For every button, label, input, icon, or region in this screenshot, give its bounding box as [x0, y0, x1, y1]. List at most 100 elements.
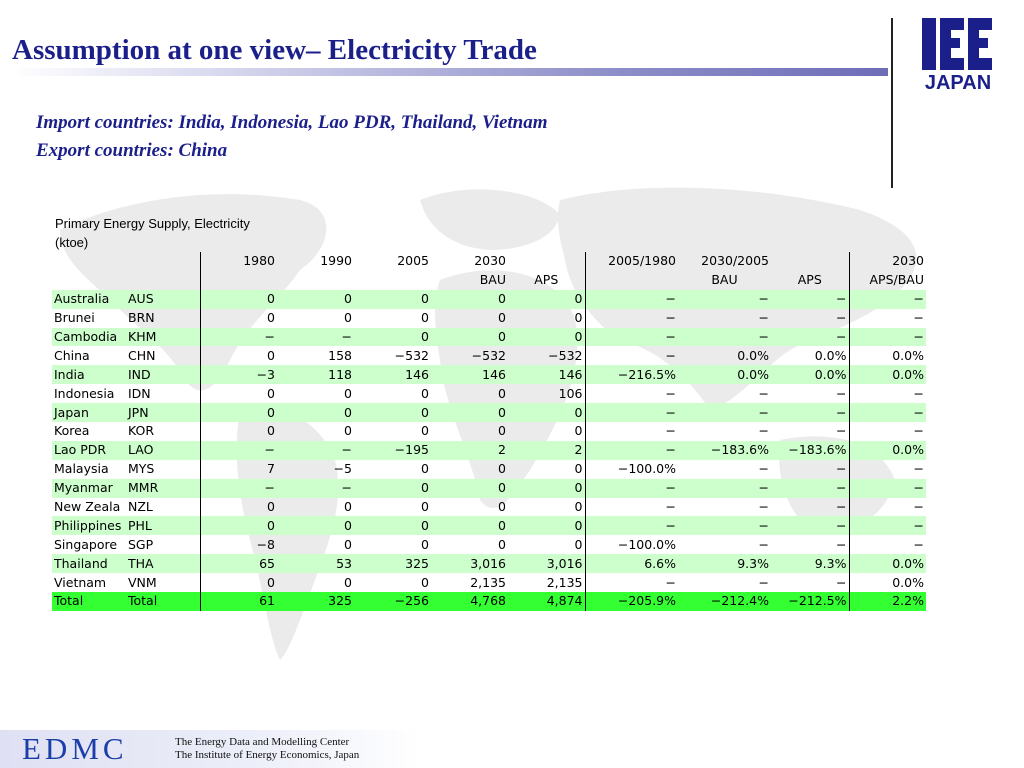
table-row: Malaysia MYS 7 −5 0 0 0 −100.0% − − − — [52, 459, 926, 479]
value-cell: − — [771, 478, 850, 498]
value-cell: − — [665, 347, 676, 363]
value-cell: − — [758, 536, 769, 552]
value-cell: −5 — [333, 461, 352, 477]
value-cell: − — [849, 516, 926, 536]
value-cell: 0 — [431, 289, 508, 309]
value-cell: − — [665, 423, 676, 439]
country-code-cell: THA — [126, 554, 201, 574]
value-cell: − — [585, 289, 678, 309]
value-cell: 2.2% — [849, 592, 926, 611]
table-row: Brunei BRN 0 0 0 0 0− − − − — [52, 308, 926, 328]
value-cell: 0 — [200, 403, 277, 423]
table-unit: (ktoe) — [55, 235, 89, 250]
country-code-cell: SGP — [126, 535, 201, 555]
col-growth-bau: BAU — [711, 272, 738, 288]
value-cell: 0 — [498, 499, 506, 515]
value-cell: 6.6% — [585, 554, 678, 574]
value-cell: − — [913, 423, 924, 439]
value-cell: − — [771, 403, 850, 423]
value-cell: − — [678, 516, 771, 536]
value-cell: − — [771, 535, 850, 555]
import-countries-line: Import countries: India, Indonesia, Lao … — [36, 112, 548, 133]
country-code-cell: IND — [126, 365, 201, 385]
value-cell: − — [849, 478, 926, 498]
value-cell: − — [771, 327, 850, 347]
value-cell: 0 — [508, 422, 586, 441]
header-row-scenarios: BAU APS BAU APS APS/BAU — [52, 270, 926, 290]
value-cell: 0 — [277, 516, 354, 536]
country-name-cell: Thailand — [52, 554, 126, 574]
country-name-cell: Korea — [54, 423, 90, 439]
value-cell: 0 — [267, 385, 275, 401]
table-row: Philippines PHL 0 0 0 0 0− − − − — [52, 516, 926, 536]
country-name-cell: Myanmar — [52, 478, 126, 498]
col-2030: 2030 — [474, 253, 506, 269]
value-cell: − — [771, 289, 850, 309]
header-row-years: 1980 1990 2005 2030 2005/1980 2030/2005 … — [52, 252, 926, 271]
value-cell: 0 — [421, 385, 429, 401]
value-cell: 0 — [508, 327, 586, 347]
value-cell: −216.5% — [585, 365, 678, 385]
value-cell: − — [665, 499, 676, 515]
title-underline — [10, 68, 888, 76]
country-name-cell: Australia — [52, 289, 126, 309]
value-cell: 0 — [421, 423, 429, 439]
value-cell: 0 — [431, 403, 508, 423]
value-cell: −532 — [471, 347, 506, 363]
value-cell: − — [771, 497, 850, 517]
value-cell: 4,768 — [431, 592, 508, 611]
value-cell: − — [771, 384, 850, 404]
value-cell: 0 — [508, 535, 586, 555]
value-cell: 106 — [508, 384, 586, 404]
value-cell: 0 — [344, 423, 352, 439]
value-cell: −205.9% — [585, 592, 678, 611]
value-cell: −100.0% — [617, 536, 676, 552]
table-total-row: Total Total 61 325 −256 4,768 4,874 −205.9% −212… — [52, 592, 926, 611]
iee-japan-logo: JAPAN — [920, 18, 996, 94]
value-cell: −532 — [508, 346, 586, 366]
country-code-cell: JPN — [126, 403, 201, 423]
value-cell: − — [678, 289, 771, 309]
value-cell: 0 — [498, 461, 506, 477]
country-code-cell: LAO — [126, 440, 201, 460]
value-cell: − — [678, 478, 771, 498]
table-row: Indonesia IDN 0 0 0 0 106− − − − — [52, 384, 926, 404]
value-cell: 0.0% — [849, 365, 926, 385]
value-cell: −212.4% — [678, 592, 771, 611]
col-2005: 2005 — [397, 253, 429, 269]
country-code-cell: MYS — [126, 459, 201, 479]
value-cell: 61 — [200, 592, 277, 611]
value-cell: 9.3% — [771, 554, 850, 574]
country-code-cell: MMR — [126, 478, 201, 498]
col-2030-2005: 2030/2005 — [701, 253, 769, 269]
value-cell: 0 — [508, 403, 586, 423]
table-row: Japan JPN 0 0 0 0 0− − − − — [52, 403, 926, 423]
country-name-cell: Singapore — [54, 536, 118, 552]
value-cell: −3 — [200, 365, 277, 385]
footer-band — [0, 730, 420, 768]
value-cell: 0 — [421, 310, 429, 326]
country-code-cell: IDN — [126, 384, 201, 404]
value-cell: 0 — [344, 310, 352, 326]
value-cell: − — [758, 499, 769, 515]
value-cell: 0 — [421, 461, 429, 477]
footer-line-2: The Institute of Energy Economics, Japan — [175, 749, 360, 761]
value-cell: − — [585, 403, 678, 423]
country-code-cell: CHN — [126, 346, 201, 366]
value-cell: 0 — [354, 403, 431, 423]
value-cell: −256 — [354, 592, 431, 611]
value-cell: − — [771, 516, 850, 536]
col-2005-1980: 2005/1980 — [608, 253, 676, 269]
value-cell: 0 — [508, 478, 586, 498]
value-cell: 0 — [421, 574, 429, 590]
col-1980: 1980 — [243, 253, 275, 269]
col-bau: BAU — [479, 272, 506, 288]
footer-line-1: The Energy Data and Modelling Center — [175, 736, 350, 748]
country-name-cell: New Zeala — [54, 499, 121, 515]
value-cell: 0 — [498, 385, 506, 401]
value-cell: 0.0% — [892, 574, 924, 590]
value-cell: 2,135 — [470, 574, 506, 590]
country-code-cell: BRN — [126, 308, 201, 328]
value-cell: − — [758, 574, 769, 590]
value-cell: 118 — [277, 365, 354, 385]
